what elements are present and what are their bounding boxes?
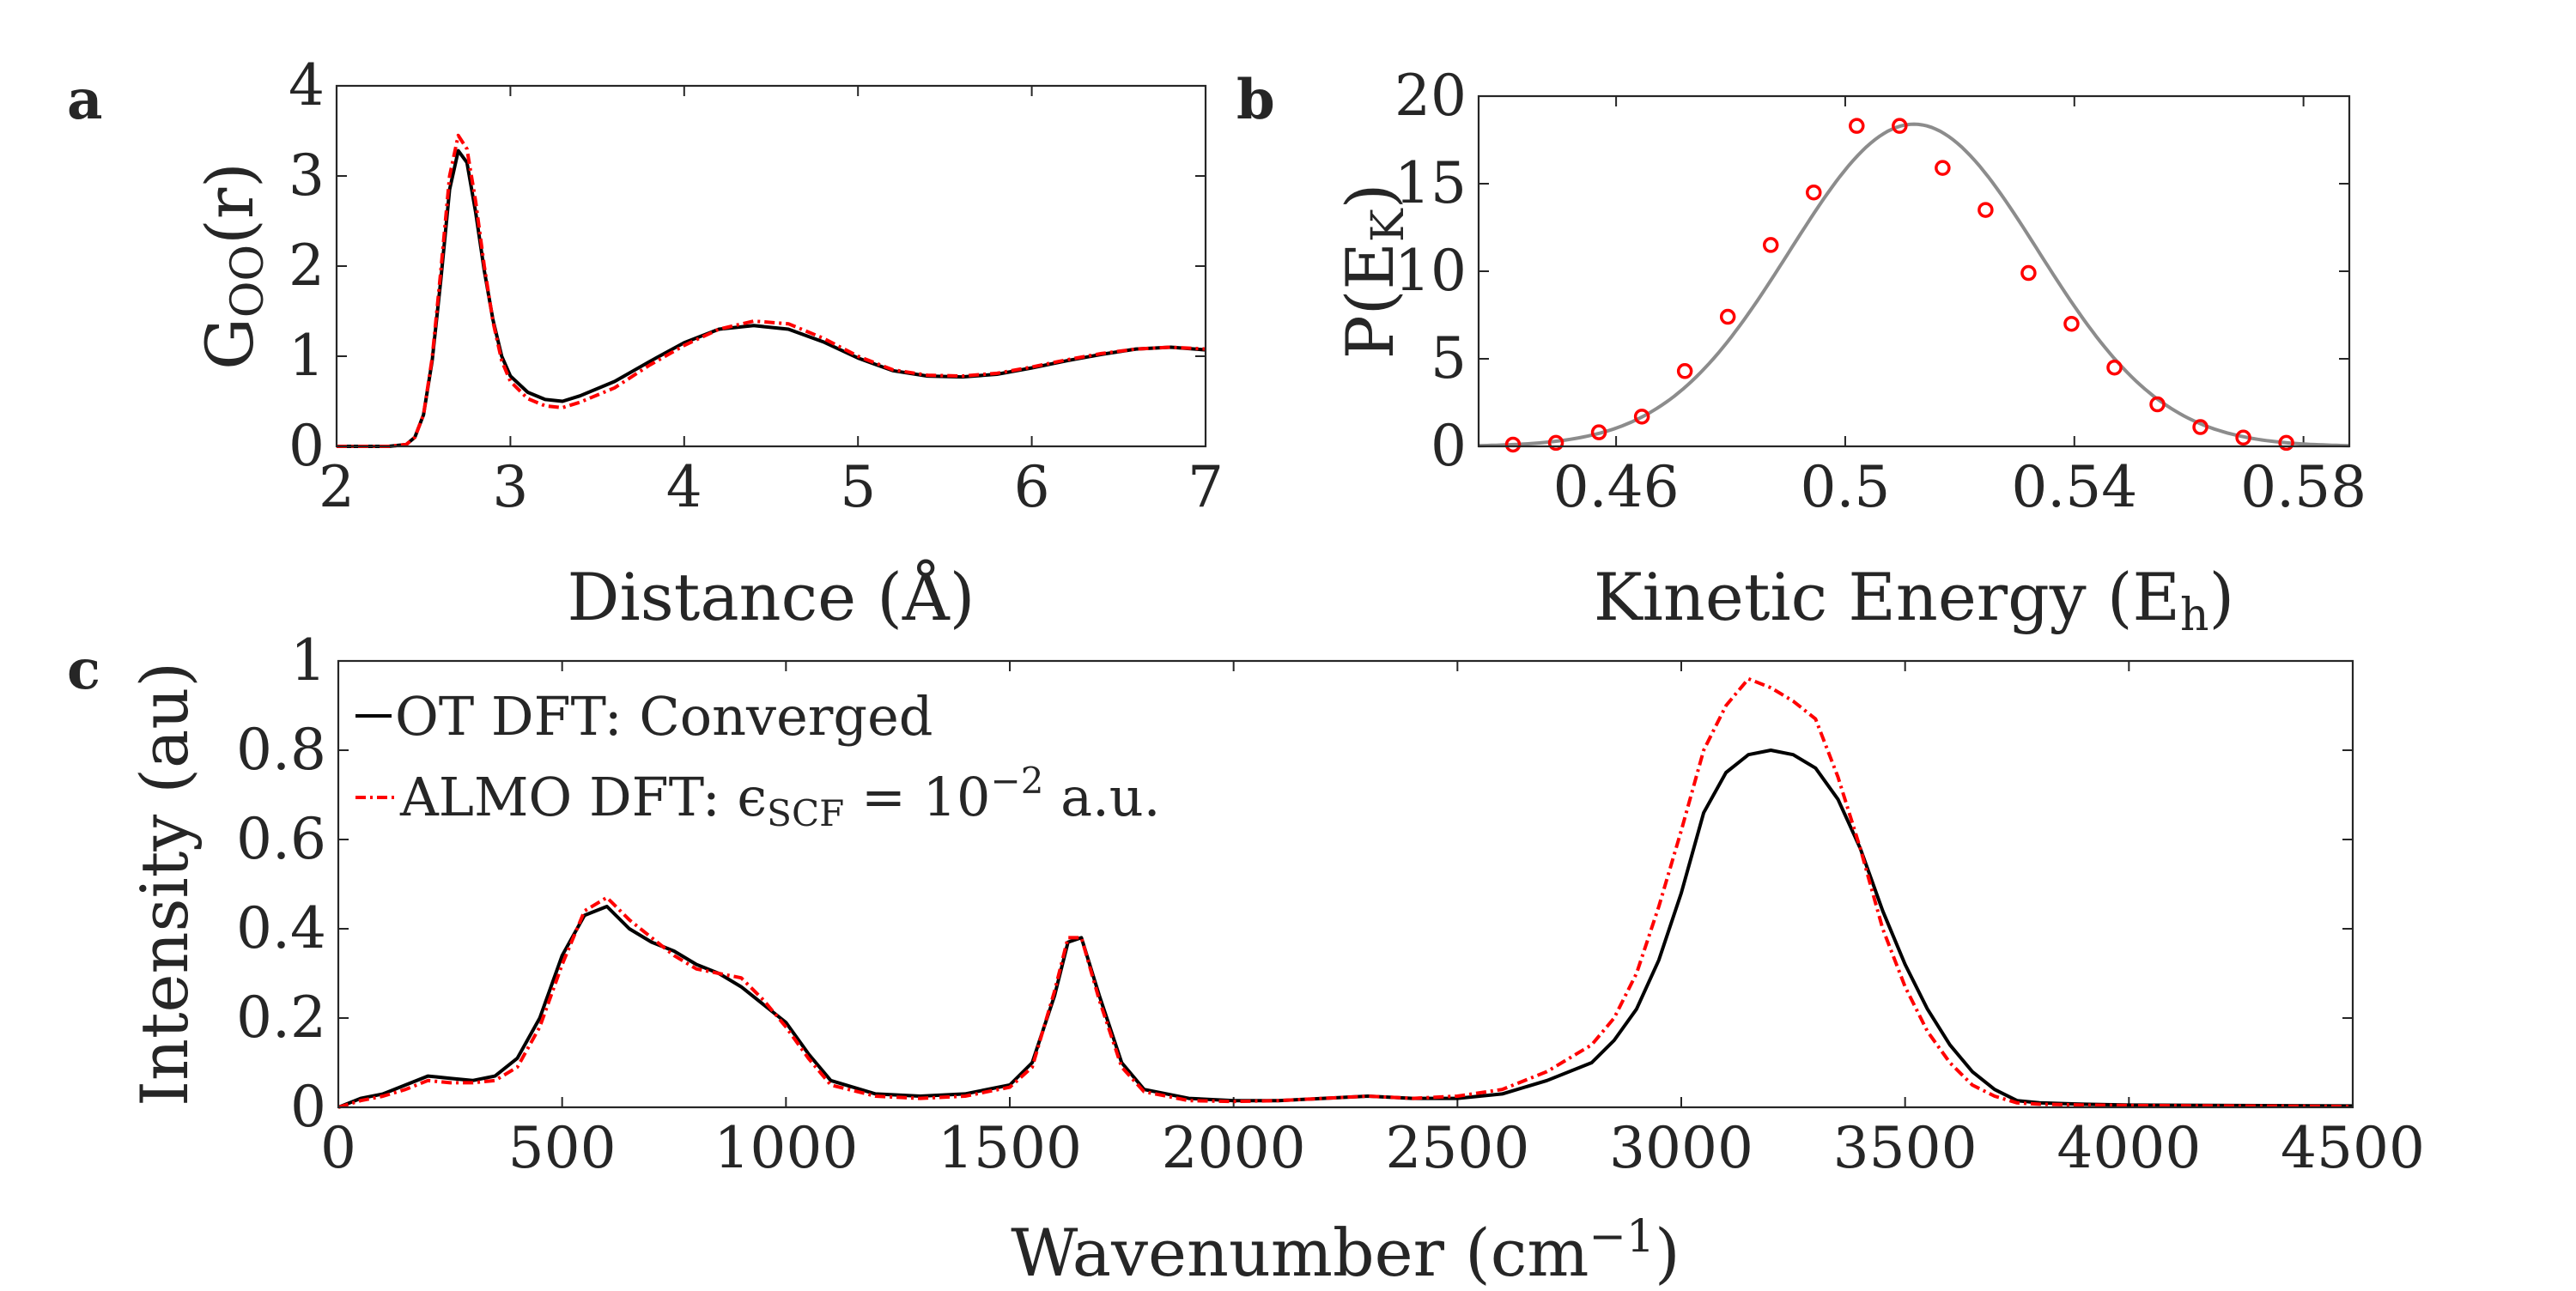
panel-b-ticks: 0.46 0.5 0.54 0.58 0 5 10 15 20 — [1394, 63, 2366, 520]
data-point — [1762, 237, 1779, 253]
series-line-1 — [337, 148, 1206, 448]
x-tick-label: 0.46 — [1553, 454, 1680, 520]
panel-b-frame — [1477, 94, 2351, 448]
panel-b-label: b — [1236, 68, 1275, 132]
x-tick-label: 4500 — [2281, 1115, 2425, 1181]
y-tick-label: 0.4 — [236, 895, 326, 961]
data-point — [1935, 160, 1951, 176]
y-tick-label: 0.8 — [236, 717, 326, 783]
data-point — [1806, 184, 1822, 201]
data-point — [2235, 429, 2251, 446]
y-tick-label: 20 — [1394, 63, 1467, 129]
data-point — [2020, 264, 2037, 282]
y-tick-label: 0.2 — [236, 985, 326, 1051]
panel-b-ylabel: P(EK) — [1332, 184, 1414, 360]
panel-b-plot-area — [1478, 118, 2350, 453]
panel-a-label: a — [67, 68, 102, 132]
data-point — [2063, 315, 2080, 332]
panel-c-xlabel: Wavenumber (cm−1) — [1011, 1211, 1680, 1291]
y-tick-label: 0 — [289, 413, 325, 479]
x-tick-label: 3500 — [1833, 1115, 1978, 1181]
y-tick-label: 1 — [290, 627, 326, 694]
data-point — [1504, 436, 1522, 453]
data-point — [2106, 359, 2123, 376]
data-point — [1590, 424, 1607, 440]
y-tick-label: 0 — [290, 1074, 326, 1140]
y-tick-label: 15 — [1394, 150, 1467, 216]
data-point — [1849, 118, 1865, 134]
panel-c-plot-area — [337, 676, 2354, 1109]
panel-c-frame — [337, 659, 2354, 1109]
y-tick-label: 3 — [289, 142, 325, 209]
x-tick-label: 2 — [319, 454, 355, 520]
y-tick-label: 4 — [289, 52, 325, 118]
data-point — [1633, 409, 1650, 425]
x-tick-label: 500 — [508, 1115, 617, 1181]
data-point — [1892, 118, 1908, 134]
data-point — [1547, 434, 1564, 452]
series-line-2 — [337, 133, 1206, 448]
panel-b-xlabel: Kinetic Energy (Eh) — [1594, 559, 2234, 641]
series-line-2 — [337, 676, 2354, 1109]
x-tick-label: 7 — [1188, 454, 1224, 520]
data-point — [2278, 434, 2294, 452]
y-tick-label: 1 — [289, 323, 325, 389]
x-tick-label: 6 — [1014, 454, 1050, 520]
data-point — [1719, 308, 1736, 325]
panel-c-ylabel: Intensity (au) — [126, 662, 203, 1106]
y-tick-label: 10 — [1394, 238, 1467, 304]
x-tick-label: 1500 — [938, 1115, 1082, 1181]
panel-c-label: c — [67, 638, 100, 702]
x-tick-label: 4000 — [2057, 1115, 2201, 1181]
data-point — [1978, 202, 1994, 218]
panel-a: a 2 3 4 5 6 7 0 1 2 3 4 Distance (Å) GOO(r) — [67, 52, 1224, 635]
x-tick-label: 0.5 — [1800, 454, 1890, 520]
panel-a-xlabel: Distance (Å) — [568, 558, 975, 635]
panel-a-plot-area — [337, 133, 1206, 448]
x-tick-label: 2000 — [1162, 1115, 1306, 1181]
legend-label-almo-dft: ALMO DFT: ϵSCF = 10−2 a.u. — [399, 760, 1160, 834]
y-tick-label: 2 — [289, 233, 325, 299]
x-tick-label: 3000 — [1609, 1115, 1753, 1181]
panel-c: c 0 500 1000 1500 2000 2500 3000 3500 4000 4500 0 0… — [67, 627, 2425, 1291]
panel-c-legend: OT DFT: Converged ALMO DFT: ϵSCF = 10−2 … — [355, 685, 1160, 834]
legend-label-ot-dft: OT DFT: Converged — [395, 685, 933, 748]
panel-a-ylabel: GOO(r) — [191, 162, 274, 370]
y-tick-label: 5 — [1431, 325, 1467, 391]
panel-b: b 0.46 0.5 0.54 0.58 0 5 10 15 20 Kinetic Energy… — [1236, 63, 2366, 641]
x-tick-label: 1000 — [714, 1115, 858, 1181]
x-tick-label: 4 — [666, 454, 702, 520]
data-point — [2192, 419, 2208, 435]
x-tick-label: 3 — [492, 454, 528, 520]
panel-a-frame — [335, 84, 1207, 448]
panel-a-ticks: 2 3 4 5 6 7 0 1 2 3 4 — [289, 52, 1224, 520]
x-tick-label: 0.54 — [2011, 454, 2137, 520]
data-point — [2149, 396, 2166, 413]
fit-curve — [1478, 122, 2350, 448]
y-tick-label: 0 — [1431, 413, 1467, 479]
x-tick-label: 0.58 — [2240, 454, 2366, 520]
data-point — [1676, 363, 1693, 379]
x-tick-label: 2500 — [1385, 1115, 1529, 1181]
x-tick-label: 0 — [320, 1115, 356, 1181]
x-tick-label: 5 — [840, 454, 876, 520]
y-tick-label: 0.6 — [236, 806, 326, 872]
